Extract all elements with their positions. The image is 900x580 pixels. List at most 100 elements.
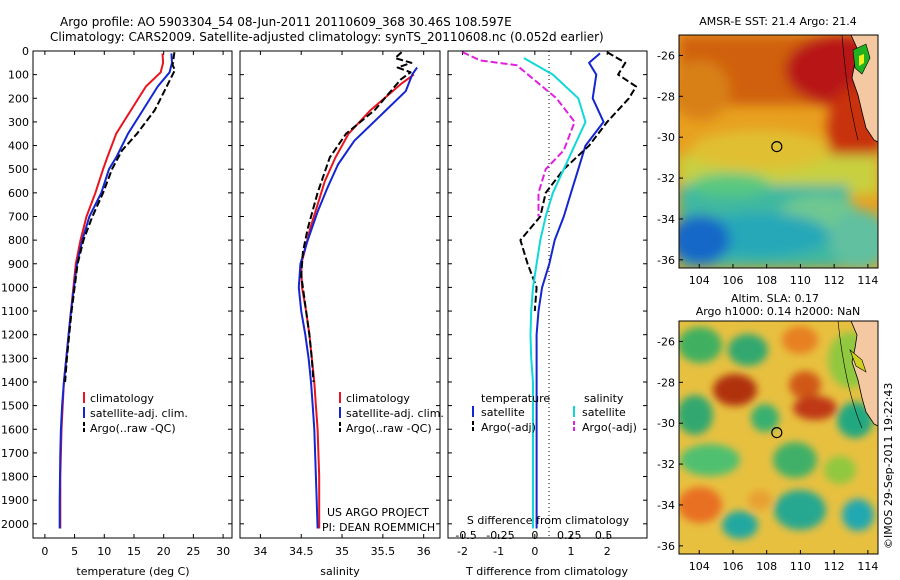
y-tick-label: 600 [8,187,29,200]
s-diff-tick-label: 0.25 [557,529,582,542]
y-tick-label: 1900 [1,494,29,507]
x-tick-label: 34 [253,545,267,558]
legend-label-argo: Argo(..raw -QC) [90,422,176,435]
project-annotation: US ARGO PROJECT [327,506,429,519]
s-diff-tick-label: -0.25 [486,529,514,542]
x-tick-label: 10 [97,545,111,558]
s-difference-label: S difference from climatology [467,514,630,527]
series-line-2 [64,52,176,383]
temperature-xlabel: temperature (deg C) [76,565,189,578]
series-line-2 [523,57,587,529]
map-x-tick-label: 114 [857,274,878,287]
y-tick-label: 400 [8,140,29,153]
map-y-tick-label: -30 [657,131,675,144]
series-line-3 [462,51,576,217]
y-tick-label: 1400 [1,376,29,389]
sst-map-title: AMSR-E SST: 21.4 Argo: 21.4 [699,15,857,28]
map-x-tick-label: 104 [689,274,710,287]
y-tick-label: 1600 [1,423,29,436]
s-diff-tick-label: -0.5 [455,529,476,542]
x-tick-label: -1 [493,545,504,558]
salinity-legend: climatology satellite-adj. clim. Argo(..… [339,392,444,435]
y-tick-label: 300 [8,116,29,129]
y-tick-label: 2000 [1,518,29,531]
series-line-1 [58,53,173,529]
y-tick-label: 700 [8,210,29,223]
series-line-1 [519,51,638,312]
temperature-panel: 0100200300400500600700800900100011001200… [1,45,233,578]
y-tick-label: 1100 [1,305,29,318]
map-x-tick-label: 110 [790,274,811,287]
map-y-tick-label: -28 [657,90,675,103]
map-y-tick-label: -34 [657,499,675,512]
salinity-xlabel: salinity [320,565,360,578]
s-diff-tick-label: 0.5 [595,529,613,542]
coastline [850,321,878,427]
y-tick-label: 800 [8,234,29,247]
x-tick-label: 36 [417,545,431,558]
argo-position-marker [771,427,783,439]
map-x-tick-label: 112 [824,274,845,287]
argo-position-marker [771,141,783,153]
series-line-0 [535,52,605,529]
map-y-tick-label: -32 [657,458,675,471]
x-tick-label: 34.5 [289,545,314,558]
map-x-tick-label: 114 [857,560,878,573]
difference-panel: -2 -1 0 1 2 -0.5 -0.25 0 0.25 0.5 S difference f… [447,50,648,578]
legend-label-argo: Argo(..raw -QC) [346,422,432,435]
bathymetry-contour [837,321,863,429]
map-y-tick-label: -36 [657,254,675,267]
legend-label-climatology: climatology [346,392,410,405]
x-tick-label: 25 [186,545,200,558]
difference-axes-frame [447,50,648,539]
legend-label-satellite: satellite-adj. clim. [346,407,444,420]
legend-title-temperature: temperature [481,392,550,405]
legend-label-t-satellite: satellite [481,406,525,419]
x-tick-label: 0 [41,545,48,558]
map-y-tick-label: -34 [657,213,675,226]
x-tick-label: 30 [216,545,230,558]
sla-map: Altim. SLA: 0.17 Argo h1000: 0.14 h2000:… [657,292,879,573]
sla-map-title: Altim. SLA: 0.17 [731,292,819,305]
map-x-tick-label: 108 [756,274,777,287]
bathymetry-contour [841,35,859,141]
legend-label-satellite: satellite-adj. clim. [90,407,188,420]
map-y-tick-label: -28 [657,376,675,389]
x-tick-label: 5 [71,545,78,558]
legend-title-salinity: salinity [584,392,624,405]
imos-stamp: ©IMOS 29-Sep-2011 19:22:43 [882,383,895,549]
map-x-tick-label: 112 [824,560,845,573]
map-y-tick-label: -32 [657,172,675,185]
map-x-tick-label: 106 [722,274,743,287]
legend-label-t-argo: Argo(-adj) [481,421,536,434]
map-y-tick-label: -26 [657,49,675,62]
map-x-tick-label: 104 [689,560,710,573]
x-tick-label: 20 [157,545,171,558]
y-tick-label: 1700 [1,447,29,460]
legend-label-climatology: climatology [90,392,154,405]
sst-map-frame [678,34,879,269]
temperature-axes-frame [32,50,233,539]
header-line-1: Argo profile: AO 5903304_54 08-Jun-2011 … [60,15,512,29]
y-tick-label: 1300 [1,352,29,365]
map-x-tick-label: 106 [722,560,743,573]
map-y-tick-label: -30 [657,417,675,430]
map-y-tick-label: -26 [657,335,675,348]
salinity-panel: 34 34.5 35 35.5 36 salinity climatology sate… [239,50,444,578]
x-tick-label: 1 [568,545,575,558]
y-tick-label: 1000 [1,281,29,294]
x-tick-label: 35.5 [371,545,396,558]
y-tick-label: 1200 [1,329,29,342]
x-tick-label: 2 [604,545,611,558]
x-tick-label: 0 [531,545,538,558]
header-line-2: Climatology: CARS2009. Satellite-adjuste… [50,30,604,44]
y-tick-label: 100 [8,69,29,82]
y-tick-label: 1800 [1,471,29,484]
legend-label-s-argo: Argo(-adj) [582,421,637,434]
series-line-2 [300,51,413,383]
map-x-tick-label: 110 [790,560,811,573]
difference-legend: temperature salinity satellite Argo(-adj… [472,392,637,434]
sla-map-subtitle: Argo h1000: 0.14 h2000: NaN [696,305,861,318]
map-y-tick-label: -36 [657,540,675,553]
